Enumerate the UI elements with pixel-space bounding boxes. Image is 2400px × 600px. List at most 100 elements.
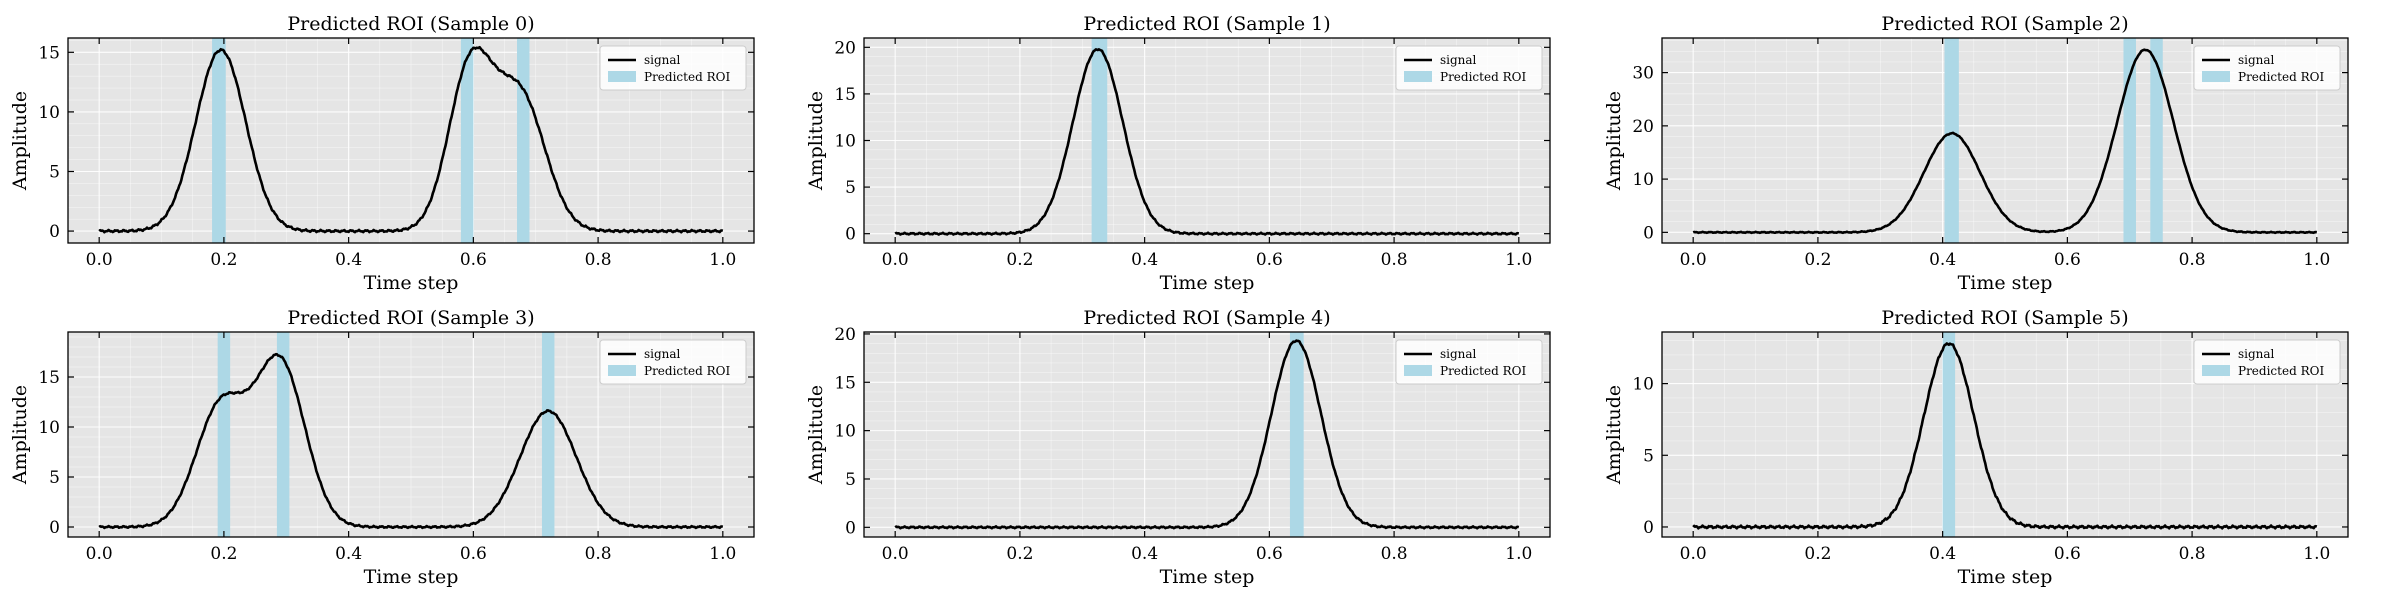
x-axis-label: Time step [1160, 566, 1255, 588]
subplot-title: Predicted ROI (Sample 3) [287, 307, 534, 329]
y-tick-label: 0 [1643, 223, 1654, 243]
legend-box [599, 45, 747, 91]
legend-roi-swatch [608, 365, 636, 376]
x-tick-label: 0.2 [1804, 544, 1831, 564]
legend-roi-swatch [1404, 71, 1432, 82]
y-tick-label: 0 [49, 518, 60, 538]
y-tick-label: 15 [834, 373, 856, 393]
y-tick-label: 5 [49, 162, 60, 182]
y-tick-label: 10 [834, 422, 856, 442]
legend-box [1395, 45, 1543, 91]
x-tick-label: 0.4 [1929, 544, 1956, 564]
y-tick-label: 15 [38, 43, 60, 63]
legend-roi-label: Predicted ROI [2238, 70, 2324, 84]
x-tick-label: 1.0 [2303, 544, 2330, 564]
roi-band-0 [1091, 38, 1108, 243]
subplot-1: 0.0 0.2 0.4 0.6 0.8 1.0 0 5 10 15 20 Predicted ROI … [805, 13, 1551, 294]
roi-band-2 [517, 38, 530, 243]
x-tick-label: 0.6 [1256, 544, 1283, 564]
legend-roi-swatch [2202, 71, 2230, 82]
y-tick-label: 30 [1632, 64, 1654, 84]
x-tick-label: 1.0 [2303, 250, 2330, 270]
y-tick-label: 10 [1632, 170, 1654, 190]
y-tick-label: 10 [834, 132, 856, 152]
legend-roi-label: Predicted ROI [1440, 70, 1526, 84]
y-tick-label: 5 [845, 470, 856, 490]
grid [67, 332, 754, 538]
x-tick-label: 0.0 [86, 250, 113, 270]
legend-roi-label: Predicted ROI [644, 364, 730, 378]
x-tick-label: 1.0 [1505, 250, 1532, 270]
y-axis-label: Amplitude [9, 91, 31, 191]
x-axis-label: Time step [1958, 566, 2053, 588]
x-tick-label: 0.2 [1006, 544, 1033, 564]
subplot-5: 0.0 0.2 0.4 0.6 0.8 1.0 0 5 10 Predicted ROI (Sam… [1603, 307, 2349, 588]
x-tick-label: 0.8 [1381, 250, 1408, 270]
y-axis-label: Amplitude [805, 91, 827, 191]
signal-line [1692, 48, 2318, 235]
x-tick-label: 0.8 [2179, 250, 2206, 270]
x-tick-label: 0.0 [1680, 250, 1707, 270]
legend-signal-label: signal [1440, 53, 1477, 67]
roi-band-1 [276, 332, 290, 537]
x-tick-label: 0.0 [882, 250, 909, 270]
roi-band-0 [217, 332, 231, 537]
y-tick-label: 0 [49, 222, 60, 242]
y-axis-label: Amplitude [805, 385, 827, 485]
x-tick-label: 0.6 [460, 250, 487, 270]
x-tick-label: 0.6 [460, 544, 487, 564]
x-tick-label: 0.4 [1131, 250, 1158, 270]
subplot-title: Predicted ROI (Sample 0) [287, 13, 534, 35]
x-tick-label: 1.0 [1505, 544, 1532, 564]
legend-roi-swatch [608, 71, 636, 82]
y-tick-label: 0 [1643, 518, 1654, 538]
x-tick-label: 0.8 [585, 250, 612, 270]
y-tick-label: 5 [845, 178, 856, 198]
legend-roi-label: Predicted ROI [1440, 364, 1526, 378]
roi-band-2 [541, 332, 555, 537]
x-tick-label: 0.4 [1131, 544, 1158, 564]
x-tick-label: 0.0 [86, 544, 113, 564]
subplot-title: Predicted ROI (Sample 2) [1881, 13, 2128, 35]
roi-band-0 [1942, 332, 1956, 537]
y-axis-label: Amplitude [1603, 385, 1625, 485]
y-tick-label: 10 [38, 103, 60, 123]
grid [1661, 332, 2348, 537]
y-tick-label: 10 [38, 418, 60, 438]
axes-frame [67, 37, 755, 244]
legend-signal-label: signal [2238, 347, 2275, 361]
x-tick-label: 1.0 [709, 250, 736, 270]
y-axis-label: Amplitude [1603, 91, 1625, 191]
x-tick-label: 0.8 [1381, 544, 1408, 564]
legend-roi-swatch [2202, 365, 2230, 376]
legend: signal Predicted ROI [2193, 45, 2341, 91]
x-tick-label: 0.8 [2179, 544, 2206, 564]
subplot-title: Predicted ROI (Sample 5) [1881, 307, 2128, 329]
legend: signal Predicted ROI [599, 45, 747, 91]
x-axis-label: Time step [364, 566, 459, 588]
y-tick-label: 5 [1643, 446, 1654, 466]
x-tick-label: 0.0 [882, 544, 909, 564]
legend-box [599, 339, 747, 385]
x-tick-label: 0.4 [335, 250, 362, 270]
legend-box [2193, 339, 2341, 385]
legend-box [2193, 45, 2341, 91]
legend-signal-label: signal [644, 53, 681, 67]
x-tick-label: 0.2 [210, 544, 237, 564]
y-tick-label: 20 [1632, 117, 1654, 137]
y-tick-label: 5 [49, 468, 60, 488]
roi-band-0 [1289, 332, 1304, 537]
y-tick-label: 20 [834, 38, 856, 58]
x-tick-label: 0.6 [1256, 250, 1283, 270]
subplot-title: Predicted ROI (Sample 4) [1083, 307, 1330, 329]
legend-roi-swatch [1404, 365, 1432, 376]
signal-line [894, 48, 1520, 236]
x-tick-label: 0.6 [2054, 544, 2081, 564]
legend: signal Predicted ROI [599, 339, 747, 385]
x-axis-label: Time step [1160, 272, 1255, 294]
legend-box [1395, 339, 1543, 385]
grid [863, 332, 1550, 538]
x-tick-label: 0.6 [2054, 250, 2081, 270]
y-tick-label: 15 [834, 85, 856, 105]
